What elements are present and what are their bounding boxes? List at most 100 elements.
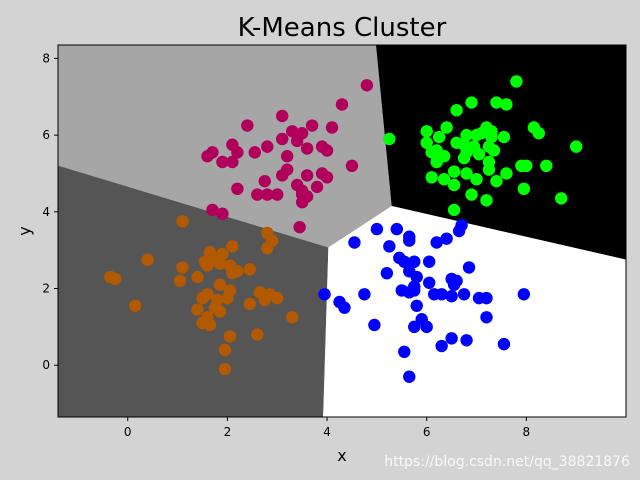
data-point (555, 192, 568, 205)
data-point (472, 148, 486, 161)
data-point (403, 234, 416, 247)
data-point (380, 266, 394, 280)
data-point (497, 130, 511, 144)
data-point (487, 144, 501, 157)
scatter-points (104, 75, 583, 383)
y-tick-label: 8 (42, 51, 50, 65)
data-point (482, 163, 496, 176)
data-point (243, 263, 257, 276)
data-point (452, 224, 466, 238)
data-point (300, 142, 314, 155)
data-point (320, 171, 334, 184)
data-point (218, 343, 232, 357)
data-point (226, 240, 239, 253)
x-axis-ticks: 0 2 4 6 8 (124, 417, 530, 439)
x-tick-label: 0 (124, 425, 132, 439)
data-point (383, 132, 396, 146)
data-point (440, 232, 453, 245)
data-point (447, 165, 461, 178)
data-point (293, 220, 306, 234)
data-point (318, 288, 331, 301)
data-point (231, 146, 244, 159)
data-point (425, 171, 438, 184)
data-point (517, 288, 531, 301)
data-point (280, 150, 294, 163)
cluster-region-2 (376, 45, 626, 260)
y-axis-ticks: 0 2 4 6 8 (42, 51, 58, 372)
data-point (420, 320, 433, 334)
data-point (500, 167, 513, 180)
data-point (218, 362, 232, 376)
cluster-4-points (318, 219, 531, 383)
data-point (532, 127, 546, 140)
x-tick-label: 4 (323, 425, 331, 439)
y-tick-label: 0 (42, 358, 50, 372)
data-point (475, 127, 488, 140)
data-point (290, 134, 304, 148)
data-point (216, 207, 229, 220)
data-point (335, 98, 349, 111)
data-point (276, 169, 289, 182)
data-point (447, 178, 461, 192)
x-tick-label: 6 (423, 425, 431, 439)
data-point (408, 255, 421, 268)
data-point (420, 125, 433, 138)
data-point (435, 339, 448, 353)
data-point (243, 297, 257, 311)
data-point (226, 266, 239, 280)
data-point (173, 274, 187, 288)
data-point (305, 119, 319, 132)
data-point (383, 240, 396, 253)
data-point (410, 299, 423, 312)
data-point (490, 96, 503, 109)
data-point (460, 128, 473, 142)
data-point (403, 370, 416, 383)
data-point (569, 140, 583, 153)
data-point (295, 196, 309, 209)
y-axis-label: y (15, 226, 34, 235)
data-point (390, 222, 404, 236)
data-point (480, 311, 493, 324)
data-point (398, 345, 411, 359)
data-point (231, 182, 244, 196)
data-point (510, 75, 523, 88)
data-point (271, 188, 284, 201)
y-tick-label: 4 (42, 205, 50, 219)
data-point (129, 299, 142, 312)
data-point (420, 136, 433, 149)
data-point (470, 173, 483, 186)
data-point (261, 242, 274, 255)
data-point (213, 278, 227, 291)
data-point (261, 140, 274, 153)
data-point (109, 272, 122, 286)
cluster-1-points (201, 79, 374, 234)
data-point (408, 320, 421, 334)
y-tick-label: 2 (42, 282, 50, 296)
data-point (176, 261, 189, 274)
data-point (460, 167, 473, 180)
data-point (276, 132, 289, 146)
data-point (191, 303, 204, 316)
x-axis-label: x (337, 446, 346, 465)
x-tick-label: 2 (224, 425, 232, 439)
data-point (450, 103, 463, 117)
data-point (248, 146, 262, 159)
data-point (261, 188, 274, 201)
data-point (368, 318, 381, 332)
plot-frame (57, 44, 627, 418)
data-point (276, 109, 289, 123)
cluster-3-points (104, 215, 299, 376)
data-point (520, 159, 533, 173)
data-point (480, 194, 493, 207)
data-point (196, 291, 209, 305)
data-point (216, 247, 229, 261)
data-point (348, 236, 361, 249)
data-point (447, 203, 461, 217)
data-point (338, 301, 351, 314)
data-point (540, 159, 553, 173)
data-point (485, 130, 498, 144)
y-tick-label: 6 (42, 128, 50, 142)
data-point (457, 288, 471, 301)
